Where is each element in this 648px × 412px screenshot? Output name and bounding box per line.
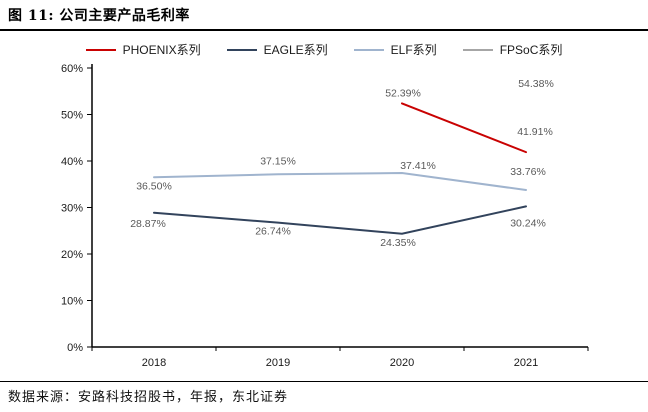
data-label: 54.38% xyxy=(518,78,554,90)
data-label: 33.76% xyxy=(510,166,546,178)
y-tick-label: 60% xyxy=(61,63,83,75)
data-label: 30.24% xyxy=(510,217,546,229)
x-tick-label: 2020 xyxy=(390,357,414,369)
x-tick-label: 2021 xyxy=(514,357,538,369)
series-line-PHOENIX系列 xyxy=(401,102,527,154)
series-line-ELF系列 xyxy=(153,172,527,192)
data-label: 37.41% xyxy=(400,160,436,172)
data-label: 37.15% xyxy=(260,155,296,167)
legend-item-eagle: EAGLE系列 xyxy=(226,41,328,58)
legend-item-phoenix: PHOENIX系列 xyxy=(85,41,201,58)
y-tick-label: 20% xyxy=(61,249,83,261)
data-source: 数据来源：安路科技招股书，年报，东北证券 xyxy=(8,390,289,405)
y-tick-label: 40% xyxy=(61,156,83,168)
data-label: 41.91% xyxy=(517,126,553,138)
chart-legend: PHOENIX系列 EAGLE系列 ELF系列 FPSoC系列 xyxy=(0,41,648,58)
source-divider xyxy=(0,381,648,382)
y-tick-label: 30% xyxy=(61,203,83,215)
legend-label: EAGLE系列 xyxy=(263,43,328,57)
legend-item-fpsoc: FPSoC系列 xyxy=(462,41,563,58)
fpsoc-line-swatch xyxy=(462,48,493,51)
data-label: 36.50% xyxy=(136,180,172,192)
legend-item-elf: ELF系列 xyxy=(353,41,437,58)
data-label: 52.39% xyxy=(385,87,421,99)
legend-label: ELF系列 xyxy=(390,43,437,57)
x-tick-label: 2018 xyxy=(142,357,166,369)
series-line-EAGLE系列 xyxy=(153,205,527,235)
data-label: 26.74% xyxy=(255,226,291,238)
y-tick-label: 50% xyxy=(61,110,83,122)
y-tick-label: 0% xyxy=(67,342,83,354)
y-tick-label: 10% xyxy=(61,296,83,308)
figure-header: 图 11: 公司主要产品毛利率 xyxy=(0,0,648,31)
elf-line-swatch xyxy=(353,48,384,51)
figure-title: 图 11: 公司主要产品毛利率 xyxy=(8,8,190,24)
data-label: 28.87% xyxy=(130,218,166,230)
phoenix-line-swatch xyxy=(85,48,116,51)
eagle-line-swatch xyxy=(226,48,257,51)
data-label: 24.35% xyxy=(380,237,416,249)
line-chart: 0% 10% 20% 30% 40% 50% 60% 2018 2019 2020 2021 52.3… xyxy=(61,63,589,369)
x-tick-label: 2019 xyxy=(266,357,290,369)
legend-label: FPSoC系列 xyxy=(499,43,563,57)
legend-label: PHOENIX系列 xyxy=(122,43,201,57)
